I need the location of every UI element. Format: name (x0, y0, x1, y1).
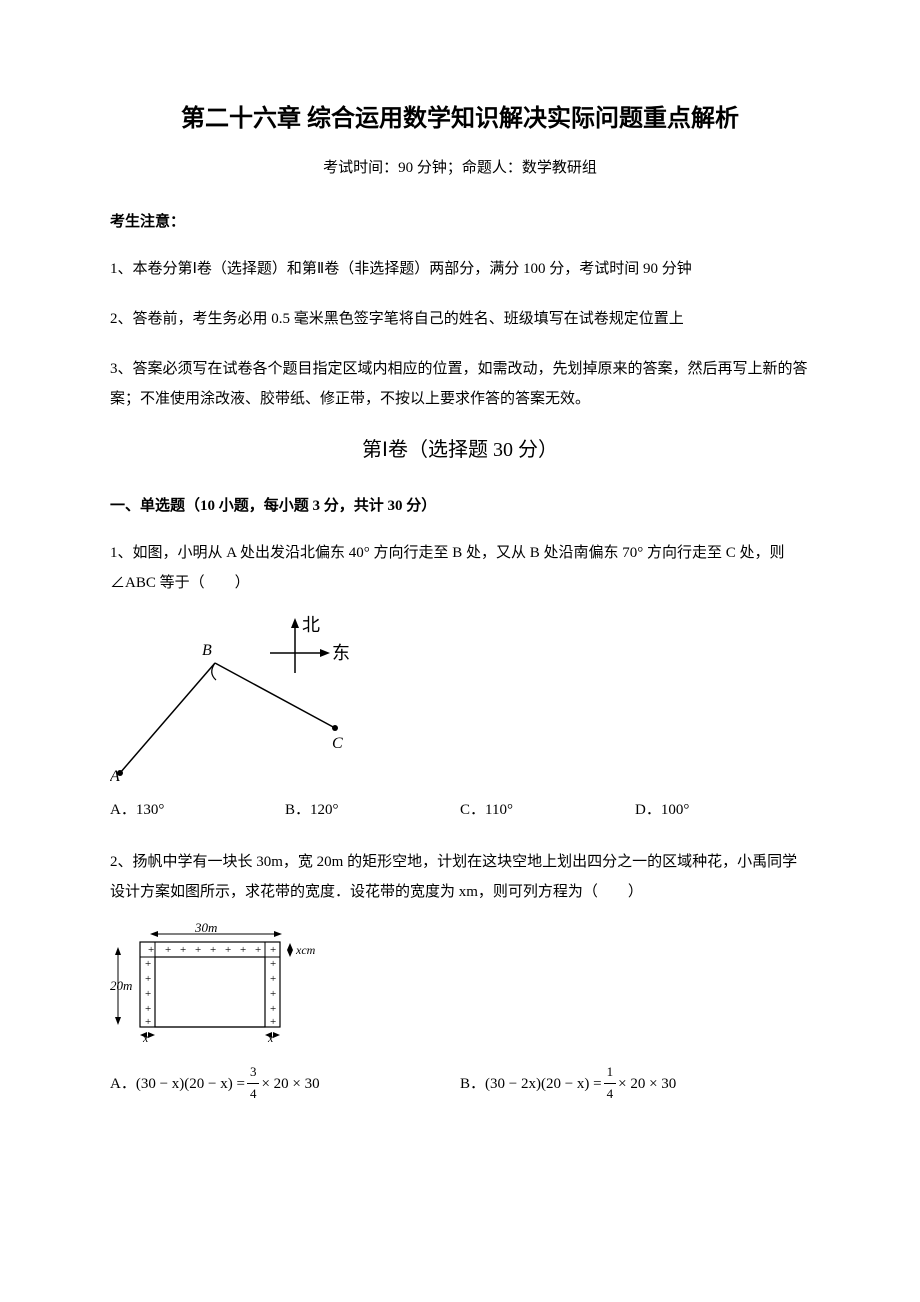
svg-text:+: + (210, 944, 216, 956)
svg-text:+: + (225, 944, 231, 956)
q2-option-b: B．(30 − 2x)(20 − x) = 1 4 × 20 × 30 (460, 1062, 810, 1105)
svg-text:+: + (270, 944, 276, 956)
svg-text:+: + (195, 944, 201, 956)
fraction-icon: 1 4 (604, 1062, 617, 1105)
question-1-diagram: A B C 北 东 (110, 613, 810, 783)
svg-text:+: + (145, 973, 151, 985)
notice-item-3: 3、答案必须写在试卷各个题目指定区域内相应的位置，如需改动，先划掉原来的答案，然… (110, 354, 810, 414)
label-x-left: x (142, 1031, 149, 1042)
svg-text:+: + (270, 973, 276, 985)
q1-option-d: D．100° (635, 798, 810, 822)
page-subtitle: 考试时间：90 分钟；命题人：数学教研组 (110, 156, 810, 180)
question-1-text: 1、如图，小明从 A 处出发沿北偏东 40° 方向行走至 B 处，又从 B 处沿… (110, 538, 810, 598)
q2-b-num: 1 (604, 1062, 617, 1084)
label-20m: 20m (110, 978, 132, 993)
label-east: 东 (332, 643, 350, 663)
label-B: B (202, 642, 212, 659)
q1-option-c: C．110° (460, 798, 635, 822)
q2-b-suffix: × 20 × 30 (618, 1072, 676, 1096)
question-1-options: A．130° B．120° C．110° D．100° (110, 798, 810, 822)
question-2-diagram: + + + + + + + + + + + + + + + + + + + 30… (110, 922, 810, 1042)
notice-item-1: 1、本卷分第Ⅰ卷（选择题）和第Ⅱ卷（非选择题）两部分，满分 100 分，考试时间… (110, 254, 810, 284)
svg-text:+: + (240, 944, 246, 956)
subsection-heading: 一、单选题（10 小题，每小题 3 分，共计 30 分） (110, 494, 810, 518)
q2-a-suffix: × 20 × 30 (261, 1072, 319, 1096)
q2-a-num: 3 (247, 1062, 260, 1084)
svg-text:+: + (270, 988, 276, 1000)
q2-option-a: A．(30 − x)(20 − x) = 3 4 × 20 × 30 (110, 1062, 460, 1105)
svg-text:+: + (255, 944, 261, 956)
svg-text:+: + (270, 958, 276, 970)
notice-item-2: 2、答卷前，考生务必用 0.5 毫米黑色签字笔将自己的姓名、班级填写在试卷规定位… (110, 304, 810, 334)
label-xcm: xcm (295, 943, 316, 957)
label-north: 北 (302, 615, 320, 635)
svg-text:+: + (270, 1003, 276, 1015)
question-2-options: A．(30 − x)(20 − x) = 3 4 × 20 × 30 B．(30… (110, 1062, 810, 1105)
svg-text:+: + (270, 1016, 276, 1028)
label-x-right: x (267, 1031, 274, 1042)
q2-a-prefix: A．(30 − x)(20 − x) = (110, 1072, 245, 1096)
question-2-text: 2、扬帆中学有一块长 30m，宽 20m 的矩形空地，计划在这块空地上划出四分之… (110, 847, 810, 907)
section-heading: 第Ⅰ卷（选择题 30 分） (110, 434, 810, 466)
svg-text:+: + (148, 944, 154, 956)
svg-text:+: + (145, 988, 151, 1000)
svg-text:+: + (165, 944, 171, 956)
q2-a-den: 4 (247, 1084, 260, 1105)
q2-b-prefix: B．(30 − 2x)(20 − x) = (460, 1072, 602, 1096)
q1-option-a: A．130° (110, 798, 285, 822)
svg-text:+: + (145, 958, 151, 970)
notice-heading: 考生注意： (110, 210, 810, 234)
label-30m: 30m (194, 922, 217, 935)
svg-text:+: + (145, 1003, 151, 1015)
label-A: A (110, 768, 120, 783)
fraction-icon: 3 4 (247, 1062, 260, 1105)
label-C: C (332, 735, 343, 752)
svg-text:+: + (145, 1016, 151, 1028)
q2-b-den: 4 (604, 1084, 617, 1105)
page-title: 第二十六章 综合运用数学知识解决实际问题重点解析 (110, 100, 810, 138)
q1-option-b: B．120° (285, 798, 460, 822)
svg-text:+: + (180, 944, 186, 956)
